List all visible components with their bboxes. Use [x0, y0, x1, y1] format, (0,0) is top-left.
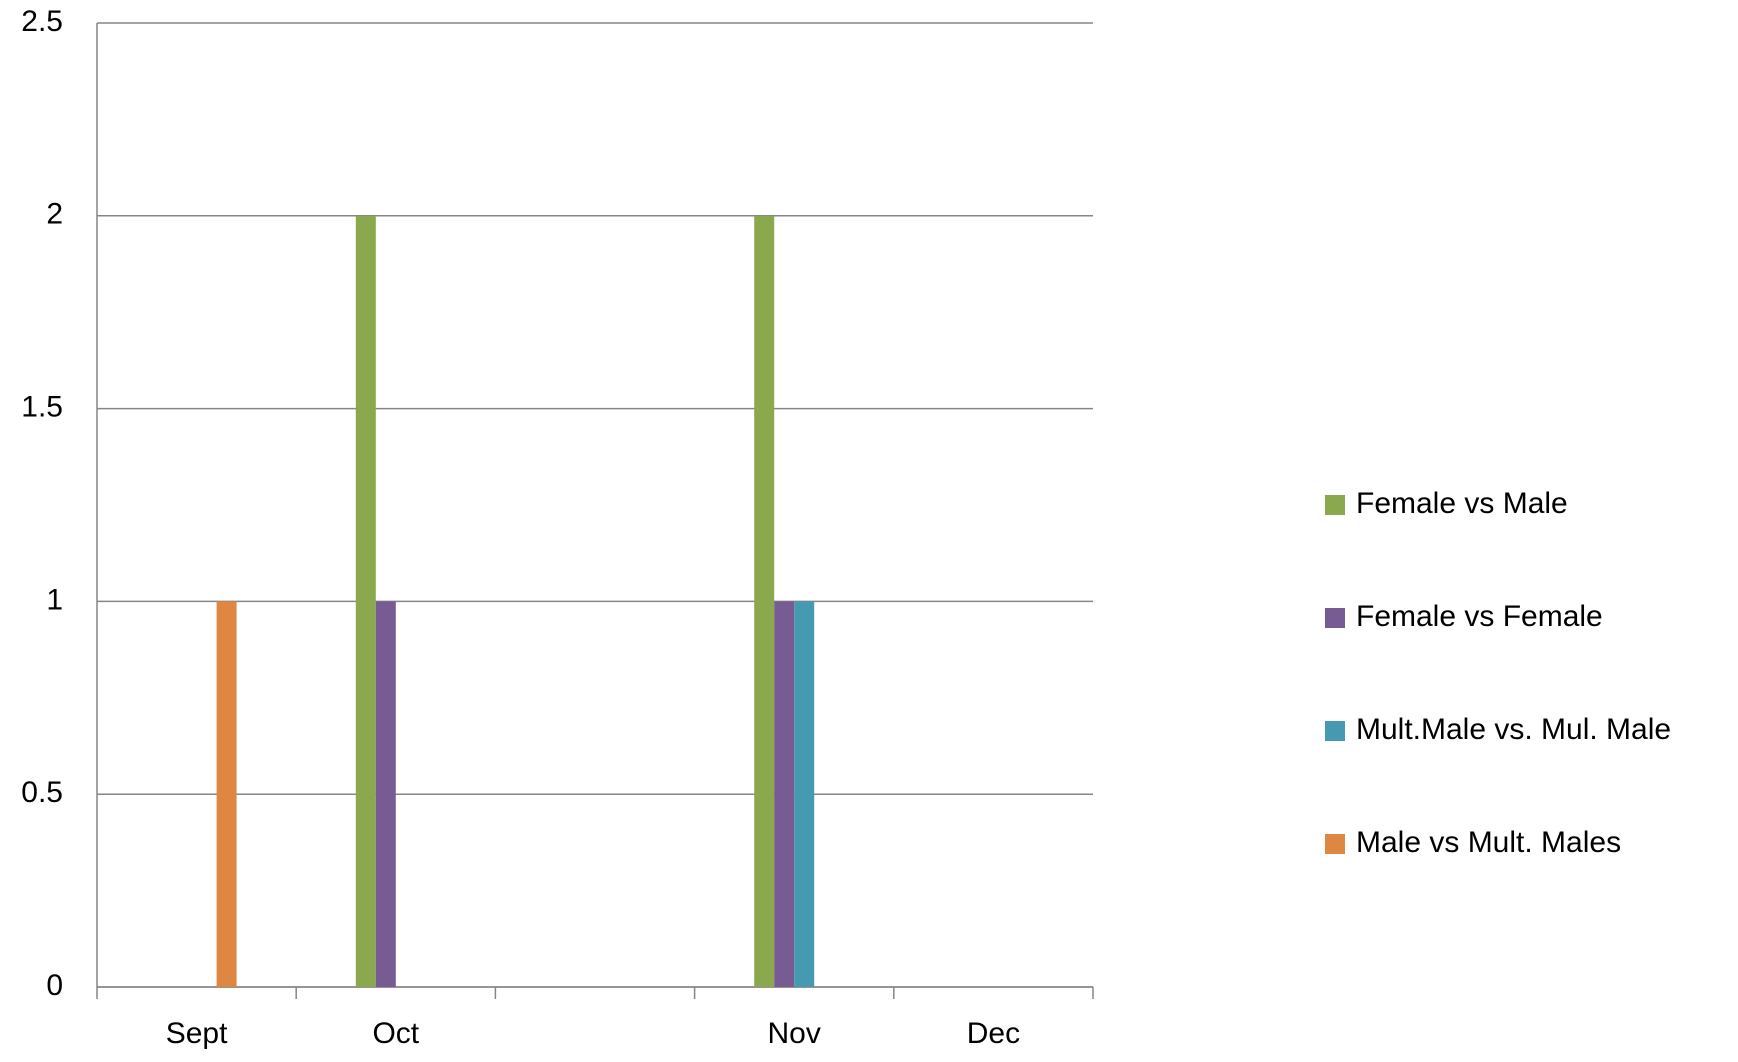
- legend-label: Female vs Female: [1356, 600, 1603, 633]
- legend-label: Female vs Male: [1356, 487, 1568, 520]
- bar: [216, 601, 237, 987]
- y-tick-label: 2.5: [21, 5, 63, 38]
- y-tick-label: 1.5: [21, 391, 63, 424]
- y-tick-label: 0: [46, 969, 63, 1002]
- bar: [355, 215, 376, 988]
- bar: [794, 601, 815, 987]
- x-tick-label: Dec: [967, 1017, 1020, 1050]
- bar: [375, 601, 396, 987]
- legend-swatch: [1325, 834, 1345, 854]
- y-tick-label: 0.5: [21, 776, 63, 809]
- x-tick-label: Sept: [166, 1017, 228, 1050]
- y-tick-label: 1: [46, 583, 63, 616]
- legend-swatch: [1325, 495, 1345, 515]
- legend-label: Male vs Mult. Males: [1356, 826, 1621, 859]
- bar: [754, 215, 775, 988]
- bar: [774, 601, 795, 987]
- y-tick-label: 2: [46, 198, 63, 231]
- x-tick-label: Nov: [768, 1017, 821, 1050]
- legend-swatch: [1325, 721, 1345, 741]
- x-tick-label: Oct: [372, 1017, 419, 1050]
- legend-swatch: [1325, 608, 1345, 628]
- legend-label: Mult.Male vs. Mul. Male: [1356, 713, 1671, 746]
